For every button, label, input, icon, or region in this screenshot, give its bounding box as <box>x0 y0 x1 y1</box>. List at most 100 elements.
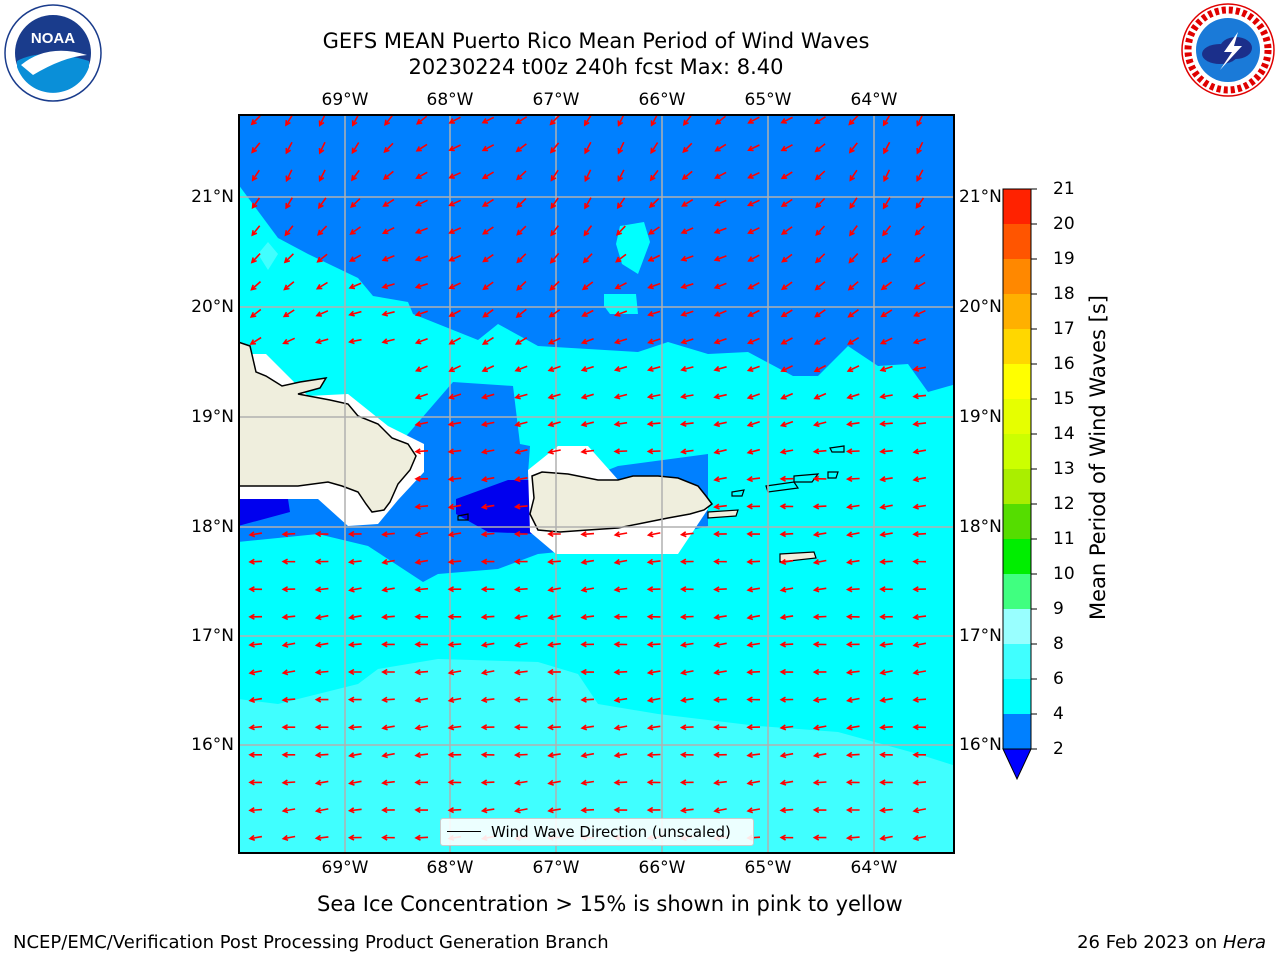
wind-wave-arrow <box>812 696 827 703</box>
wind-wave-arrow <box>549 142 560 154</box>
wind-wave-arrow <box>580 668 595 676</box>
wind-wave-arrow <box>613 338 628 345</box>
wind-wave-arrow <box>314 834 329 841</box>
wind-wave-arrow <box>815 197 826 209</box>
wind-wave-arrow <box>746 365 760 372</box>
colorbar-tick-label: 19 <box>1053 249 1075 269</box>
hispaniola-land <box>239 341 417 513</box>
colorbar <box>1002 188 1037 781</box>
wind-wave-arrow <box>779 696 794 703</box>
colorbar-tick-label: 15 <box>1053 389 1075 409</box>
wind-wave-arrow <box>814 170 826 181</box>
wind-wave-arrow <box>646 613 661 620</box>
wind-wave-arrow <box>547 696 561 703</box>
wind-wave-arrow <box>480 751 495 758</box>
wind-wave-arrow <box>912 696 927 703</box>
wind-wave-arrow <box>547 421 561 428</box>
wind-wave-arrow <box>846 531 860 538</box>
wind-wave-arrow <box>448 227 462 234</box>
wind-wave-arrow <box>846 365 860 373</box>
wind-wave-arrow <box>846 724 860 731</box>
wind-wave-arrow <box>879 751 893 758</box>
wind-wave-arrow <box>447 475 462 483</box>
wind-wave-arrow <box>746 420 760 428</box>
wind-wave-arrow <box>347 696 362 703</box>
wind-wave-arrow <box>914 225 925 236</box>
colorbar-title: Mean Period of Wind Waves [s] <box>1086 295 1110 620</box>
wind-wave-arrow <box>414 669 429 676</box>
footer-date-text: 26 Feb 2023 on <box>1077 932 1223 953</box>
wind-wave-arrow <box>746 558 761 565</box>
lon-tick-bottom: 65°W <box>744 858 792 878</box>
wind-wave-arrow <box>812 531 827 538</box>
lat-tick-right: 20°N <box>959 297 1002 317</box>
wind-wave-arrow <box>482 309 494 318</box>
wind-wave-arrow <box>381 834 395 841</box>
wind-wave-arrow <box>348 338 362 345</box>
wind-wave-arrow <box>679 779 694 786</box>
wind-wave-arrow <box>383 142 394 154</box>
wind-wave-arrow <box>381 696 395 703</box>
wind-wave-arrow <box>613 586 628 593</box>
wind-wave-arrow <box>281 724 296 731</box>
wind-wave-arrow <box>813 337 826 345</box>
lat-tick-left: 17°N <box>191 626 234 646</box>
wind-wave-arrow <box>613 641 628 648</box>
wind-wave-arrow <box>747 281 760 290</box>
wind-wave-arrow <box>317 225 328 236</box>
wind-wave-arrow <box>315 281 328 290</box>
wind-wave-arrow <box>480 448 495 455</box>
lat-tick-left: 18°N <box>191 517 234 537</box>
sea-ice-note: Sea Ice Concentration > 15% is shown in … <box>317 892 903 916</box>
wind-wave-arrow <box>912 669 927 676</box>
wind-wave-arrow <box>912 613 927 621</box>
wind-wave-arrow <box>447 751 462 758</box>
wind-wave-arrow <box>382 198 395 207</box>
wind-wave-arrow <box>381 310 395 317</box>
wind-wave-arrow <box>617 169 625 182</box>
wind-wave-arrow <box>547 558 561 565</box>
wind-wave-arrow <box>713 751 727 758</box>
wind-wave-arrow <box>845 641 860 648</box>
wind-wave-arrow <box>547 779 561 786</box>
wind-wave-arrow <box>347 558 362 565</box>
wind-wave-arrow <box>482 281 494 291</box>
period-patch <box>604 294 638 314</box>
wind-wave-arrow <box>679 807 694 814</box>
wind-wave-arrow <box>414 531 429 538</box>
wind-wave-arrow <box>912 641 927 648</box>
wind-wave-arrow <box>314 669 329 676</box>
wind-wave-arrow <box>348 310 362 317</box>
wind-wave-arrow <box>780 116 793 124</box>
wind-wave-arrow <box>481 144 495 152</box>
wind-wave-arrow <box>414 420 429 428</box>
wind-wave-arrow <box>846 393 860 400</box>
wind-wave-arrow <box>448 144 461 152</box>
wind-wave-arrow <box>584 169 592 183</box>
wind-wave-arrow <box>415 171 428 179</box>
wind-wave-arrow <box>812 475 827 482</box>
wind-wave-arrow <box>414 310 428 317</box>
wind-wave-arrow <box>414 641 428 648</box>
wind-wave-arrow <box>746 641 761 648</box>
wind-wave-arrow <box>812 421 827 428</box>
wind-wave-arrow <box>347 668 362 676</box>
wind-wave-arrow <box>414 834 429 841</box>
wind-wave-arrow <box>613 696 628 703</box>
colorbar-tick-label: 10 <box>1053 564 1075 584</box>
wind-wave-arrow <box>281 807 296 814</box>
island <box>457 513 469 521</box>
colorbar-block <box>1003 294 1031 330</box>
wind-wave-arrow <box>713 558 727 565</box>
wind-wave-arrow <box>248 586 263 593</box>
wind-wave-arrow <box>779 834 794 841</box>
wind-wave-arrow <box>513 751 528 759</box>
wind-wave-arrow <box>779 586 794 593</box>
wind-wave-arrow <box>847 281 859 291</box>
wind-wave-arrow <box>547 724 561 731</box>
wind-wave-arrow <box>448 365 461 373</box>
wind-wave-arrow <box>912 558 927 565</box>
wind-wave-arrow <box>480 420 495 428</box>
wind-wave-arrow <box>912 779 927 786</box>
wind-wave-arrow <box>414 724 429 731</box>
